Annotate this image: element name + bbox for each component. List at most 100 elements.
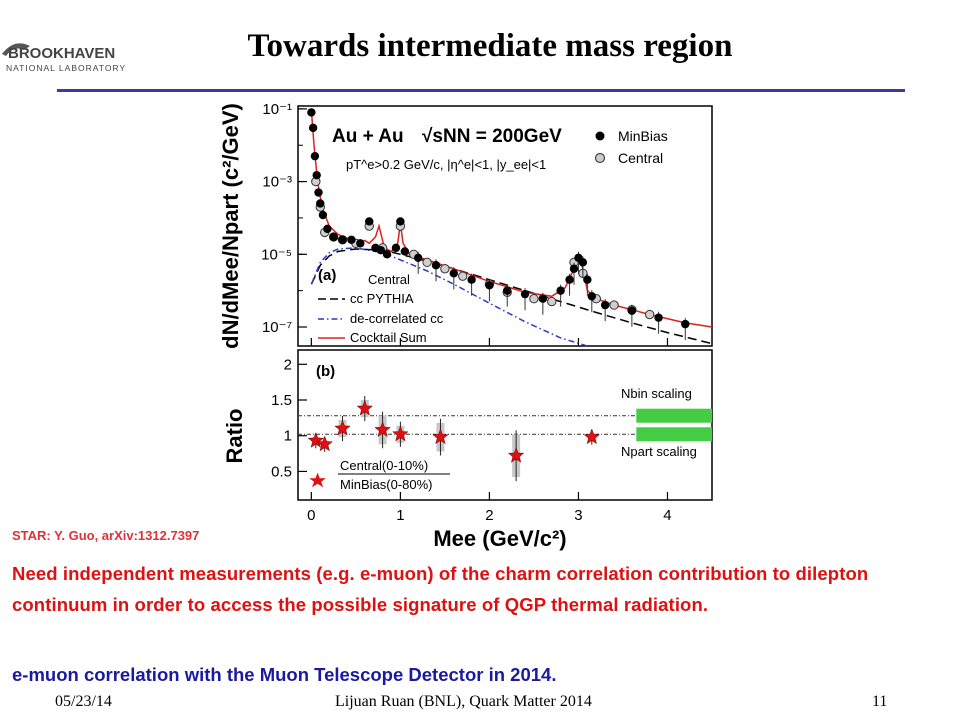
panel-a-y-tick-label: 10⁻⁷: [262, 319, 292, 336]
panel-b-y-tick-label: 1.5: [271, 392, 292, 409]
panel-b-y-tick-label: 2: [284, 356, 292, 373]
minbias-point: [310, 151, 320, 161]
central-point: [609, 300, 619, 310]
ratio-point: [356, 399, 374, 416]
minbias-point: [356, 239, 365, 248]
ratio-point: [307, 431, 325, 448]
central-point: [458, 271, 468, 281]
panel-a-y-tick-label: 10⁻⁵: [261, 246, 292, 263]
minbias-point: [503, 286, 512, 295]
minbias-point: [382, 250, 392, 259]
panel-b-tag: (b): [316, 363, 335, 380]
legend-central-marker: [594, 152, 606, 164]
npart-scaling-label: Npart scaling: [621, 444, 697, 459]
legend-pythia-label: cc PYTHIA: [350, 291, 414, 306]
minbias-point: [681, 319, 690, 329]
panel-a-y-axis-label: dN/dMee/Npart (c²/GeV): [218, 103, 243, 349]
panel-b-y-tick-label: 1: [284, 428, 292, 445]
minbias-point: [583, 275, 592, 284]
legend-minbias-label: MinBias: [618, 128, 668, 144]
minbias-point: [314, 188, 323, 197]
minbias-point: [376, 245, 385, 255]
collision-label: Au + Au: [332, 126, 404, 147]
legend-lines-title: Central: [368, 272, 410, 287]
nbin-scaling-label: Nbin scaling: [621, 386, 692, 401]
central-point: [422, 257, 432, 268]
figure-background: [200, 96, 720, 556]
outlook-text: e-muon correlation with the Muon Telesco…: [12, 664, 557, 685]
ratio-point: [392, 425, 409, 442]
minbias-point: [413, 253, 423, 263]
minbias-point: [467, 275, 476, 284]
minbias-point: [391, 243, 401, 253]
minbias-point: [627, 306, 637, 315]
x-tick-label: 4: [663, 507, 671, 524]
ratio-point: [316, 435, 333, 452]
footer-date: 05/23/14: [55, 693, 112, 710]
minbias-point: [587, 292, 597, 301]
legend-minbias-centrality-label: MinBias(0-80%): [340, 477, 432, 492]
panel-b-frame: [297, 349, 713, 501]
minbias-point: [538, 294, 548, 303]
legend-minbias-marker: [595, 131, 605, 141]
legend-decorrelated-label: de-correlated cc: [350, 311, 444, 326]
npart-scaling-band: [636, 427, 712, 442]
minbias-point: [323, 224, 332, 234]
ratio-point: [432, 428, 449, 445]
nbin-scaling-band: [636, 408, 712, 423]
minbias-point: [307, 108, 316, 117]
minbias-point: [396, 217, 405, 226]
x-tick-label: 1: [396, 507, 404, 524]
minbias-point: [431, 261, 441, 270]
footer-page-number: 11: [872, 693, 888, 710]
citation: STAR: Y. Guo, arXiv:1312.7397: [12, 528, 200, 543]
central-point: [440, 264, 450, 274]
minbias-point: [485, 281, 494, 290]
minbias-point: [520, 289, 530, 299]
decorrelated-curve: [310, 247, 588, 347]
minbias-point: [338, 235, 347, 245]
minbias-point: [654, 313, 663, 322]
minbias-point: [400, 247, 410, 256]
dielectron-mass-figure: 10⁻¹ 10⁻³ 10⁻⁵ 10⁻⁷ 0 1 2 3 4 0.5 1 1.5 2 dN/dMee/N…: [200, 96, 720, 556]
logo-text-top: BROOKHAVEN: [8, 45, 115, 62]
brookhaven-logo: BROOKHAVEN NATIONAL LABORATORY: [0, 36, 150, 76]
minbias-point: [556, 286, 565, 295]
panel-b-ratio: 0 1 2 3 4 0.5 1 1.5 2: [271, 349, 713, 524]
panel-a-frame: [297, 105, 713, 347]
minbias-point: [578, 258, 588, 267]
panel-a-y-tick-label: 10⁻¹: [262, 101, 292, 118]
central-point: [644, 309, 655, 320]
central-point: [547, 296, 557, 307]
minbias-point: [308, 123, 318, 133]
slide-title: Towards intermediate mass region: [247, 28, 733, 64]
central-point: [529, 294, 539, 304]
panel-b-y-axis-label: Ratio: [222, 409, 247, 464]
conclusion-text: Need independent measurements (e.g. e-mu…: [12, 563, 869, 615]
brookhaven-logo-mark: BROOKHAVEN NATIONAL LABORATORY: [2, 43, 126, 73]
minbias-point: [365, 217, 374, 226]
minbias-point: [318, 210, 328, 220]
ratio-point: [583, 428, 601, 445]
kinematic-cuts-label: pT^e>0.2 GeV/c, |η^e|<1, |y_ee|<1: [346, 157, 546, 172]
minbias-point: [565, 275, 574, 284]
minbias-point: [312, 170, 321, 180]
ratio-point: [334, 419, 351, 436]
energy-label: √sNN = 200GeV: [422, 126, 562, 147]
ratio-point: [374, 421, 391, 438]
minbias-point: [449, 269, 459, 278]
panel-a-spectrum: 10⁻¹ 10⁻³ 10⁻⁵ 10⁻⁷: [261, 101, 713, 347]
x-tick-label: 0: [307, 507, 315, 524]
legend-central-centrality-label: Central(0-10%): [340, 458, 428, 473]
legend-cocktail-label: Cocktail Sum: [350, 330, 427, 345]
minbias-point: [347, 235, 356, 245]
x-tick-label: 2: [485, 507, 493, 524]
logo-text-bottom: NATIONAL LABORATORY: [6, 63, 126, 73]
x-axis-label: Mee (GeV/c²): [433, 526, 566, 551]
x-tick-label: 3: [574, 507, 582, 524]
title-divider: [57, 89, 905, 92]
panel-b-y-tick-label: 0.5: [271, 463, 292, 480]
minbias-point: [600, 300, 610, 310]
ratio-point: [507, 446, 525, 463]
legend-ratio-star: [309, 472, 326, 488]
